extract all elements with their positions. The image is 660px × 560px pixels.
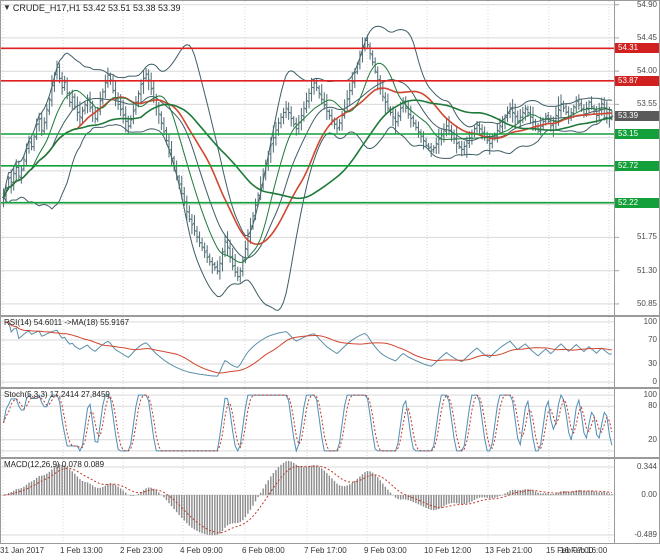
price-tag-green[interactable]: 52.72 [615,160,659,171]
ohlc-values: 53.42 53.51 53.38 53.39 [82,3,181,13]
rsi-axis-label: 30 [648,359,657,369]
price-tag-red[interactable]: 53.87 [615,75,659,86]
price-plot[interactable] [1,1,615,315]
price-tag-red[interactable]: 54.31 [615,43,659,54]
time-axis-label: 10 Feb 12:00 [424,546,472,555]
price-axis-label: 50.85 [636,298,657,308]
stochastic-axis[interactable]: 100 80 20 [614,389,659,457]
time-axis-label: 6 Feb 08:00 [242,546,285,555]
price-axis-label: 51.30 [636,265,657,275]
stochastic-axis-label: 80 [648,401,657,411]
rsi-axis-label: 100 [643,316,657,326]
chart-header: ▼ CRUDE_H17,H1 53.42 53.51 53.38 53.39 [3,2,181,14]
collapse-caret-icon[interactable]: ▼ [3,3,11,12]
time-axis-label: 9 Feb 03:00 [364,546,407,555]
rsi-title: RSI(14) 54.6011 ->MA(18) 55.9167 [4,318,130,327]
stochastic-axis-label: 20 [648,434,657,444]
price-tag-green[interactable]: 53.15 [615,128,659,139]
rsi-axis-label: 0 [652,377,657,387]
rsi-plot[interactable] [1,317,615,387]
stochastic-axis-label: 100 [643,390,657,400]
stochastic-pane: Stoch(5,3,3) 17,2414 27,8459 100 80 20 [0,388,660,458]
rsi-axis-label: 70 [648,334,657,344]
rsi-pane: RSI(14) 54.6011 ->MA(18) 55.9167 100 70 30… [0,316,660,388]
price-axis-label: 54.45 [636,32,657,42]
macd-svg [1,459,615,543]
price-axis-label: 51.75 [636,232,657,242]
price-axis[interactable]: 54.90 54.45 54.00 53.55 53.15 52.72 51.75 51.30… [614,0,659,315]
price-axis-label: 54.90 [636,0,657,9]
macd-title: MACD(12,26,9) 0.078 0.089 [4,460,105,469]
time-axis-label: 31 Jan 2017 [0,546,45,555]
macd-plot[interactable] [1,459,615,543]
stochastic-title: Stoch(5,3,3) 17,2414 27,8459 [4,390,110,399]
macd-axis-label: 0.344 [636,462,657,471]
time-axis-label: 2 Feb 23:00 [120,546,163,555]
price-axis-label: 54.00 [636,66,657,76]
stochastic-svg [1,389,615,457]
time-axis-label: 16 Feb 16:00 [560,546,608,555]
price-svg [1,1,615,315]
time-axis: 31 Jan 2017 1 Feb 13:00 2 Feb 23:00 4 Feb 0… [0,545,616,559]
time-axis-label: 13 Feb 21:00 [485,546,533,555]
symbol-timeframe-label: CRUDE_H17,H1 [12,3,81,13]
price-pane: 54.90 54.45 54.00 53.55 53.15 52.72 51.75 51.30… [0,0,660,316]
price-tag-green[interactable]: 52.22 [615,197,659,208]
price-tag-dark[interactable]: 53.39 [615,111,659,122]
macd-pane: MACD(12,26,9) 0.078 0.089 0.344 0.00 -0.48… [0,458,660,544]
macd-axis-label: 0.00 [641,490,657,500]
rsi-axis[interactable]: 100 70 30 0 [614,317,659,387]
stochastic-plot[interactable] [1,389,615,457]
time-axis-label: 4 Feb 09:00 [180,546,223,555]
price-axis-label: 53.55 [636,99,657,109]
time-axis-label: 15 Feb 07:00 [546,546,594,555]
macd-axis-label: -0.489 [634,530,657,539]
time-axis-label: 7 Feb 17:00 [304,546,347,555]
time-axis-label: 1 Feb 13:00 [60,546,103,555]
macd-axis[interactable]: 0.344 0.00 -0.489 [614,459,659,543]
rsi-svg [1,317,615,387]
